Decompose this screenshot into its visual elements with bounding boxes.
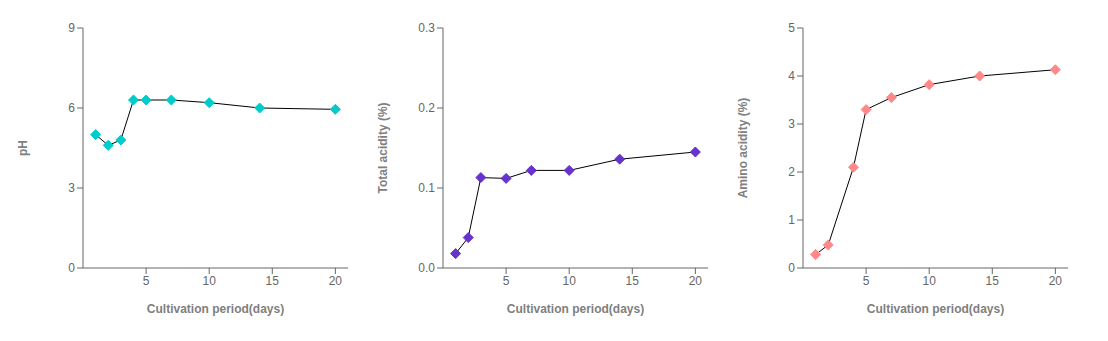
svg-text:Total acidity (%): Total acidity (%) bbox=[376, 102, 390, 193]
svg-text:3: 3 bbox=[68, 181, 75, 195]
svg-text:15: 15 bbox=[986, 274, 1000, 288]
svg-text:0.0: 0.0 bbox=[418, 261, 435, 275]
svg-text:15: 15 bbox=[266, 274, 280, 288]
svg-text:pH: pH bbox=[16, 140, 30, 156]
svg-text:Cultivation period(days): Cultivation period(days) bbox=[867, 302, 1004, 316]
svg-text:0.1: 0.1 bbox=[418, 181, 435, 195]
svg-text:Cultivation period(days): Cultivation period(days) bbox=[147, 302, 284, 316]
svg-text:10: 10 bbox=[203, 274, 217, 288]
svg-text:20: 20 bbox=[1049, 274, 1063, 288]
svg-text:4: 4 bbox=[788, 69, 795, 83]
svg-text:5: 5 bbox=[503, 274, 510, 288]
svg-text:20: 20 bbox=[329, 274, 343, 288]
svg-text:15: 15 bbox=[626, 274, 640, 288]
svg-text:3: 3 bbox=[788, 117, 795, 131]
svg-text:0.3: 0.3 bbox=[418, 21, 435, 35]
svg-text:5: 5 bbox=[863, 274, 870, 288]
svg-text:10: 10 bbox=[563, 274, 577, 288]
svg-text:1: 1 bbox=[788, 213, 795, 227]
svg-text:20: 20 bbox=[689, 274, 703, 288]
svg-text:6: 6 bbox=[68, 101, 75, 115]
svg-text:0: 0 bbox=[788, 261, 795, 275]
svg-text:0: 0 bbox=[68, 261, 75, 275]
svg-text:5: 5 bbox=[788, 21, 795, 35]
svg-text:5: 5 bbox=[143, 274, 150, 288]
svg-text:2: 2 bbox=[788, 165, 795, 179]
svg-text:9: 9 bbox=[68, 21, 75, 35]
svg-text:0.2: 0.2 bbox=[418, 101, 435, 115]
svg-text:Cultivation period(days): Cultivation period(days) bbox=[507, 302, 644, 316]
svg-text:Amino acidity (%): Amino acidity (%) bbox=[736, 98, 750, 199]
svg-text:10: 10 bbox=[923, 274, 937, 288]
